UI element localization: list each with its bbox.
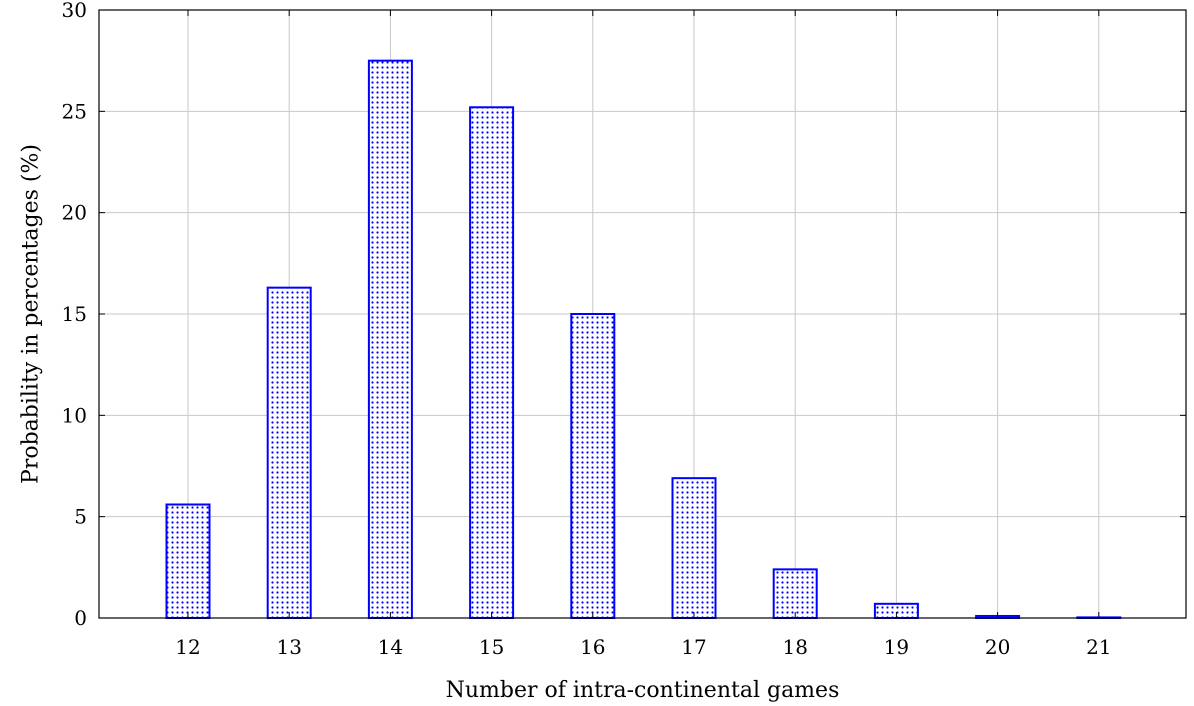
tick-marks	[99, 9, 1186, 619]
x-tick-label: 21	[1086, 635, 1111, 659]
y-tick-label: 25	[62, 99, 87, 123]
bar-12	[165, 503, 211, 619]
y-tick-labels: 0 5 10 15 20 25 30	[62, 0, 87, 630]
y-tick-label: 5	[74, 505, 87, 529]
x-tick-label: 15	[479, 635, 504, 659]
x-tick-label: 20	[985, 635, 1010, 659]
x-tick-label: 17	[681, 635, 706, 659]
x-tick-label: 14	[378, 635, 403, 659]
bar-15	[469, 106, 515, 619]
x-tick-label: 13	[276, 635, 301, 659]
y-tick-label: 15	[62, 302, 87, 326]
y-tick-label: 30	[62, 0, 87, 22]
y-axis-label: Probability in percentages (%)	[19, 144, 44, 484]
bar-16	[570, 313, 616, 619]
x-tick-label: 19	[884, 635, 909, 659]
bar-14	[367, 59, 413, 619]
x-tick-label: 18	[782, 635, 807, 659]
gridlines	[99, 10, 1186, 618]
y-tick-label: 20	[62, 201, 87, 225]
x-tick-labels: 12 13 14 15 16 17 18 19 20 21	[175, 635, 1111, 659]
x-tick-label: 16	[580, 635, 605, 659]
bar-13	[266, 286, 312, 619]
bar-17	[671, 477, 717, 619]
bars	[165, 59, 1122, 620]
x-axis-label: Number of intra-continental games	[446, 678, 840, 703]
bar-18	[772, 568, 818, 619]
y-tick-label: 0	[74, 606, 87, 630]
y-tick-label: 10	[62, 403, 87, 427]
x-tick-label: 12	[175, 635, 200, 659]
